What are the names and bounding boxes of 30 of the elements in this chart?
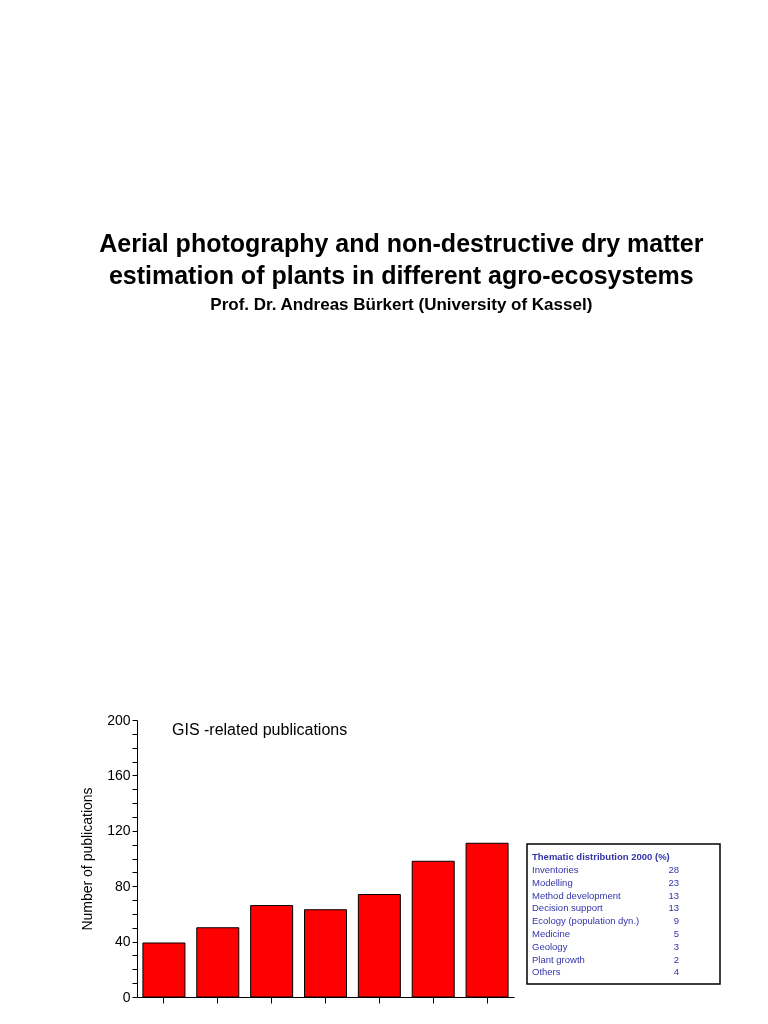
y-tick-label: 120 [107,822,131,839]
chart-subtitle: Prof. Dr. Andreas Bürkert (University of Kassel) [210,295,593,314]
data-label: 9 [673,915,679,927]
category-label: Inventories [532,864,579,875]
y-tick-label: 200 [107,711,131,728]
data-label: 23 [668,876,679,888]
text: Aerial photography and non-destructive dry matter [99,229,704,257]
y-tick-label: 160 [107,766,131,783]
data-label: 3 [673,940,679,952]
data-label: 28 [668,864,679,875]
category-label: Modelling [532,876,573,888]
data-label: 13 [668,889,679,901]
category-label: Geology [532,940,568,952]
y-tick-label: 0 [122,988,131,1005]
y-tick-label: 40 [114,933,131,950]
annotation: GIS -related publications [172,721,348,738]
y-axis-title: Number of publications [79,787,96,931]
text: estimation of plants in different agro-ecosystems [108,261,694,289]
data-label: 5 [673,928,679,939]
category-label: Others [532,966,561,978]
data-label: 13 [668,902,679,914]
category-label: Decision support [532,902,604,914]
data-label: 4 [673,966,679,978]
text: Thematic distribution 2000 (%) [532,851,670,862]
category-label: Medicine [532,928,571,939]
category-label: Ecology (population dyn.) [532,915,640,927]
y-tick-label: 80 [114,877,131,894]
category-label: Method development [532,889,622,901]
category-label: Plant growth [532,953,585,965]
data-label: 2 [673,953,679,965]
